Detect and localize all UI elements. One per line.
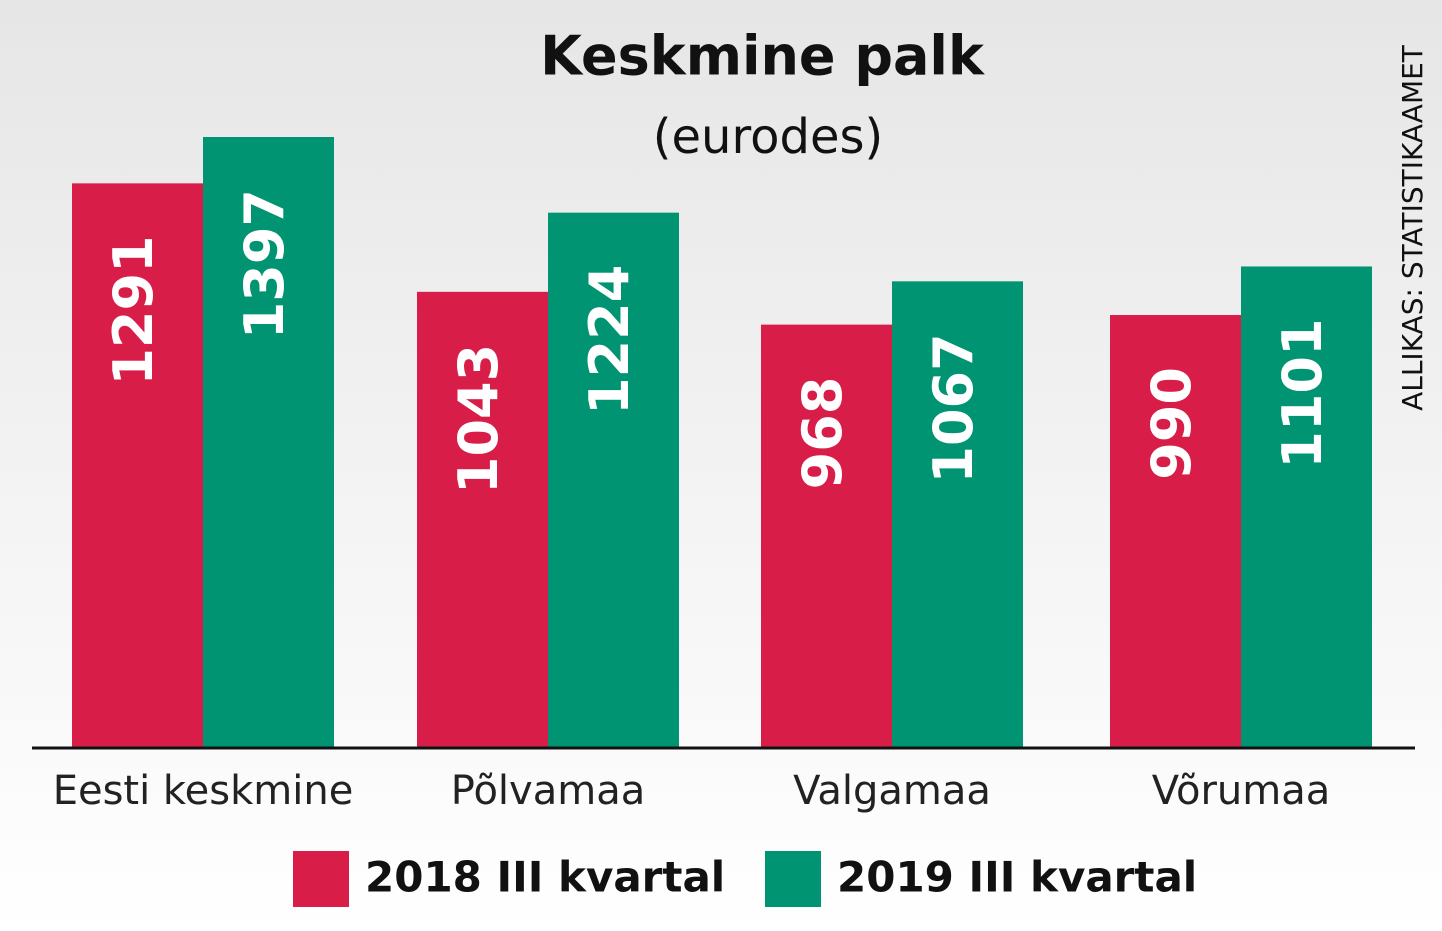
x-tick-label: Eesti keskmine <box>53 768 354 814</box>
x-tick-label: Valgamaa <box>793 768 991 814</box>
x-tick-label: Võrumaa <box>1152 768 1331 814</box>
value-label: 1043 <box>447 344 510 494</box>
source: ALLIKAS: STATISTIKAAMET <box>1396 44 1429 411</box>
bar <box>1110 315 1241 748</box>
bar <box>203 137 334 748</box>
bar <box>417 291 548 748</box>
bar <box>72 183 203 748</box>
value-label: 968 <box>791 377 854 490</box>
value-label: 1067 <box>922 333 985 483</box>
legend-label: 2019 III kvartal <box>837 853 1197 902</box>
bar <box>892 281 1023 748</box>
bar <box>761 324 892 748</box>
value-label: 1101 <box>1271 318 1334 468</box>
value-label: 1224 <box>578 265 641 415</box>
bar <box>548 212 679 748</box>
x-tick-label: Põlvamaa <box>451 768 645 814</box>
value-label: 990 <box>1140 367 1203 480</box>
legend-swatch <box>293 851 349 907</box>
legend-label: 2018 III kvartal <box>365 853 725 902</box>
legend-swatch <box>765 851 821 907</box>
value-label: 1291 <box>102 235 165 385</box>
chart-title: Keskmine palk <box>540 25 985 88</box>
bar <box>1241 266 1372 748</box>
value-label: 1397 <box>233 189 296 339</box>
chart-subtitle: (eurodes) <box>653 109 883 165</box>
